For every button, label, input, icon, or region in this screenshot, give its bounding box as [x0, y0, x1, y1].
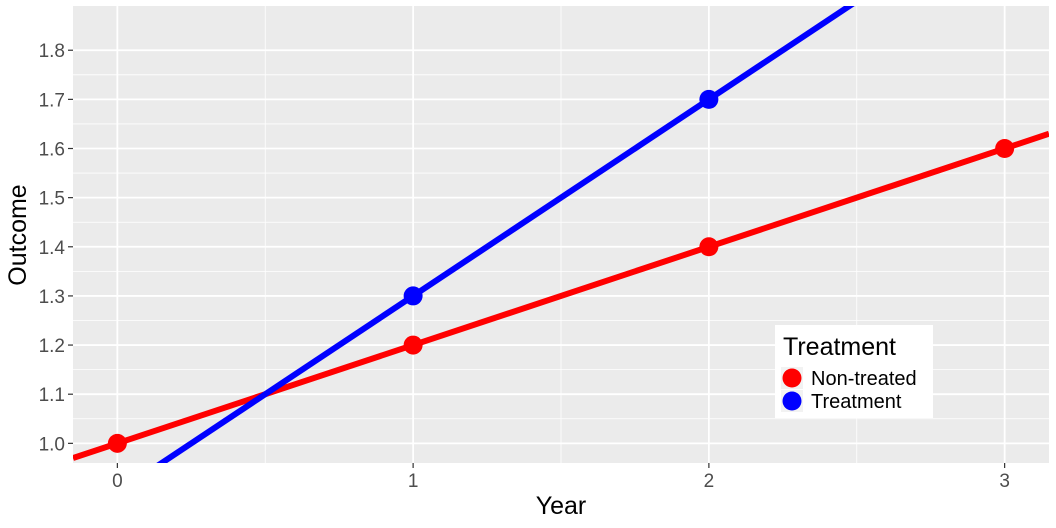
y-tick-label: 1.8: [39, 41, 65, 62]
series-line: [73, 130, 1049, 461]
data-point: [699, 237, 719, 257]
data-point: [995, 139, 1015, 159]
legend-label: Treatment: [811, 391, 902, 413]
y-tick-label: 1.1: [39, 385, 65, 406]
data-point: [403, 335, 423, 355]
data-point: [699, 89, 719, 109]
x-axis: 0 1 2 3: [112, 463, 1010, 492]
y-tick-label: 1.2: [39, 336, 65, 357]
series-line: [156, 6, 855, 463]
legend-key-swatch: [782, 391, 802, 411]
series-lines: [73, 6, 1049, 463]
y-axis: 1.0 1.1 1.2 1.3 1.4 1.5 1.6 1.7 1.8: [39, 41, 73, 455]
data-point: [107, 433, 127, 453]
grid-minor: [73, 6, 1049, 463]
x-tick-label: 1: [408, 471, 419, 492]
y-tick-label: 1.6: [39, 140, 65, 161]
y-tick-label: 1.3: [39, 287, 65, 308]
series-points: [107, 89, 1015, 453]
y-axis-title: Outcome: [4, 184, 32, 285]
legend-label: Non-treated: [811, 368, 917, 390]
data-point: [403, 286, 423, 306]
y-tick-label: 1.0: [39, 434, 65, 455]
y-tick-label: 1.5: [39, 189, 65, 210]
x-tick-label: 3: [999, 471, 1010, 492]
y-tick-label: 1.7: [39, 90, 65, 111]
x-tick-label: 2: [704, 471, 715, 492]
x-tick-label: 0: [112, 471, 123, 492]
x-axis-title: Year: [536, 492, 587, 520]
legend-key-swatch: [782, 368, 802, 388]
legend-title: Treatment: [783, 333, 896, 361]
y-tick-label: 1.4: [39, 238, 66, 259]
